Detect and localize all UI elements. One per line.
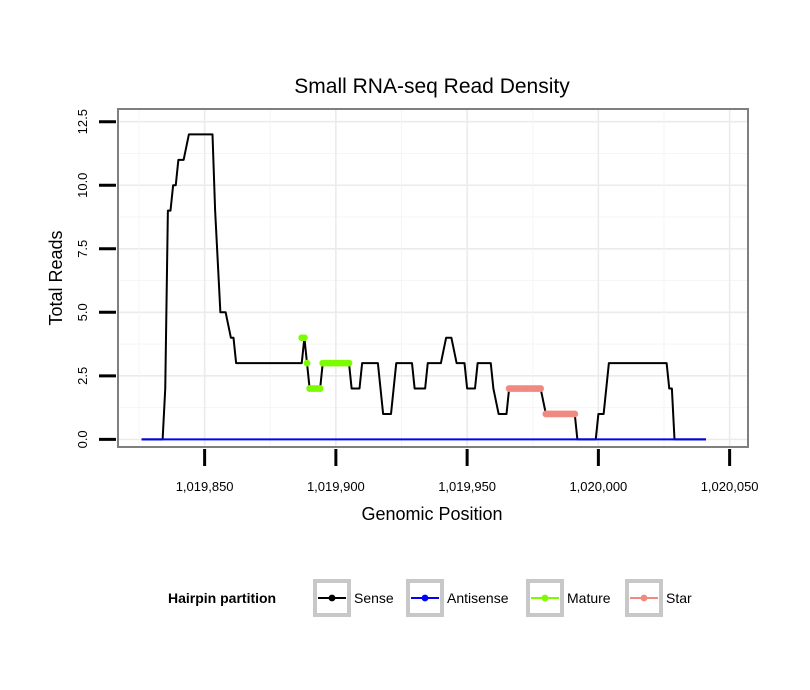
plot-border: [117, 108, 749, 448]
star-point-24: [571, 410, 579, 418]
star-legend-label: Star: [666, 590, 692, 606]
y-tick-label-5: 12.5: [75, 109, 90, 134]
legend-title: Hairpin partition: [168, 590, 276, 606]
legend: Hairpin partition Sense Antisense Mature St…: [168, 579, 692, 617]
mature-point-18: [345, 359, 353, 367]
grid-lines: [118, 109, 748, 447]
sense-legend-point: [328, 594, 336, 602]
star-legend-point: [640, 594, 648, 602]
x-tick-label-1: 1,019,900: [307, 479, 365, 494]
axis-ticks: 0.0 2.5 5.0 7.5 10.0 12.5 1,019,850 1,019,900 1,…: [75, 109, 759, 494]
mature-point-7: [316, 385, 324, 392]
mature-legend-point: [541, 594, 549, 602]
chart-title: Small RNA-seq Read Density: [294, 75, 570, 98]
x-tick-label-3: 1,020,000: [569, 479, 627, 494]
mature-point-2: [303, 359, 311, 367]
mature-legend-label: Mature: [567, 590, 611, 606]
y-tick-label-1: 2.5: [75, 367, 90, 385]
plot-background: [118, 109, 748, 447]
sense-legend-label: Sense: [354, 590, 394, 606]
antisense-legend-label: Antisense: [447, 590, 509, 606]
series-layer: [141, 133, 706, 441]
x-tick-label-0: 1,019,850: [176, 479, 234, 494]
y-tick-label-2: 5.0: [75, 303, 90, 321]
y-tick-label-4: 10.0: [75, 173, 90, 198]
y-axis-title: Total Reads: [46, 230, 66, 325]
mature-point-1: [300, 334, 308, 342]
y-tick-label-3: 7.5: [75, 240, 90, 258]
star-point-12: [537, 385, 545, 392]
x-tick-label-4: 1,020,050: [701, 479, 759, 494]
y-tick-label-0: 0.0: [75, 430, 90, 448]
x-axis-title: Genomic Position: [361, 504, 502, 524]
antisense-legend-point: [421, 594, 429, 602]
x-tick-label-2: 1,019,950: [438, 479, 496, 494]
